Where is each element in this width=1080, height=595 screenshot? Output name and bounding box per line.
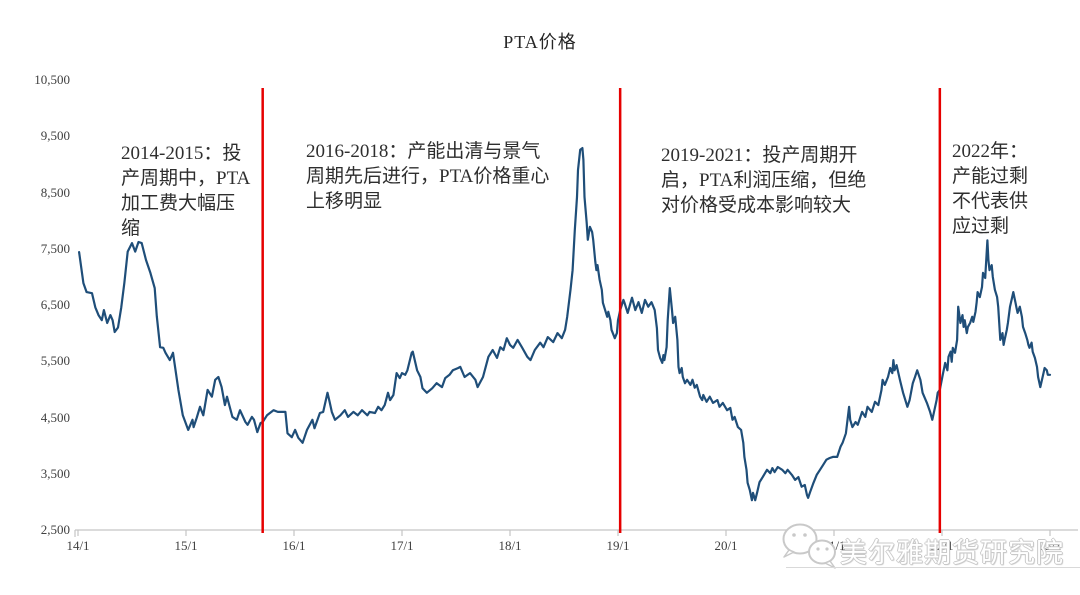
- x-axis-label: 16/1: [282, 538, 306, 553]
- y-axis-label: 4,500: [40, 409, 70, 425]
- y-axis-label: 10,500: [34, 72, 70, 87]
- y-axis-label: 8,500: [40, 184, 70, 200]
- period-divider-lines: [261, 88, 942, 533]
- x-axis-label: 20/1: [714, 538, 738, 553]
- y-axis-label: 2,500: [40, 522, 70, 537]
- annotation-2016-2018: 2016-2018：产能出清与景气 周期先后进行，PTA价格重心 上移明显: [306, 141, 550, 212]
- x-axis-label: 18/1: [498, 538, 522, 553]
- x-axis-label: 15/1: [174, 538, 198, 553]
- x-axis-label: 23/1: [1038, 538, 1062, 553]
- watermark-underline: [786, 567, 1080, 568]
- annotation-2019-2021: 2019-2021：投产周期开 启，PTA利润压缩，但绝 对价格受成本影响较大: [661, 145, 867, 216]
- y-axis-label: 5,500: [40, 353, 70, 369]
- x-axis: [74, 529, 1078, 537]
- annotation-2014-2015: 2014-2015：投 产周期中，PTA 加工费大幅压 缩: [121, 143, 251, 239]
- y-axis-label: 9,500: [40, 128, 70, 144]
- y-axis-label: 7,500: [40, 240, 70, 256]
- wechat-icon: [782, 523, 836, 569]
- watermark-text: 美尔雅期货研究院: [840, 538, 1064, 568]
- y-axis-label: 6,500: [40, 297, 70, 312]
- annotation-2022: 2022年： 产能过剩 不代表供 应过剩: [952, 141, 1029, 237]
- chart-title: PTA价格: [503, 32, 577, 52]
- watermark: 美尔雅期货研究院: [778, 522, 1080, 574]
- x-axis-label: 19/1: [606, 538, 630, 553]
- x-axis-label: 22/1: [930, 538, 954, 553]
- pta-price-line: [77, 147, 1052, 502]
- x-axis-label: 17/1: [390, 538, 414, 553]
- x-axis-label: 14/1: [66, 538, 90, 553]
- y-axis-label: 3,500: [40, 465, 70, 481]
